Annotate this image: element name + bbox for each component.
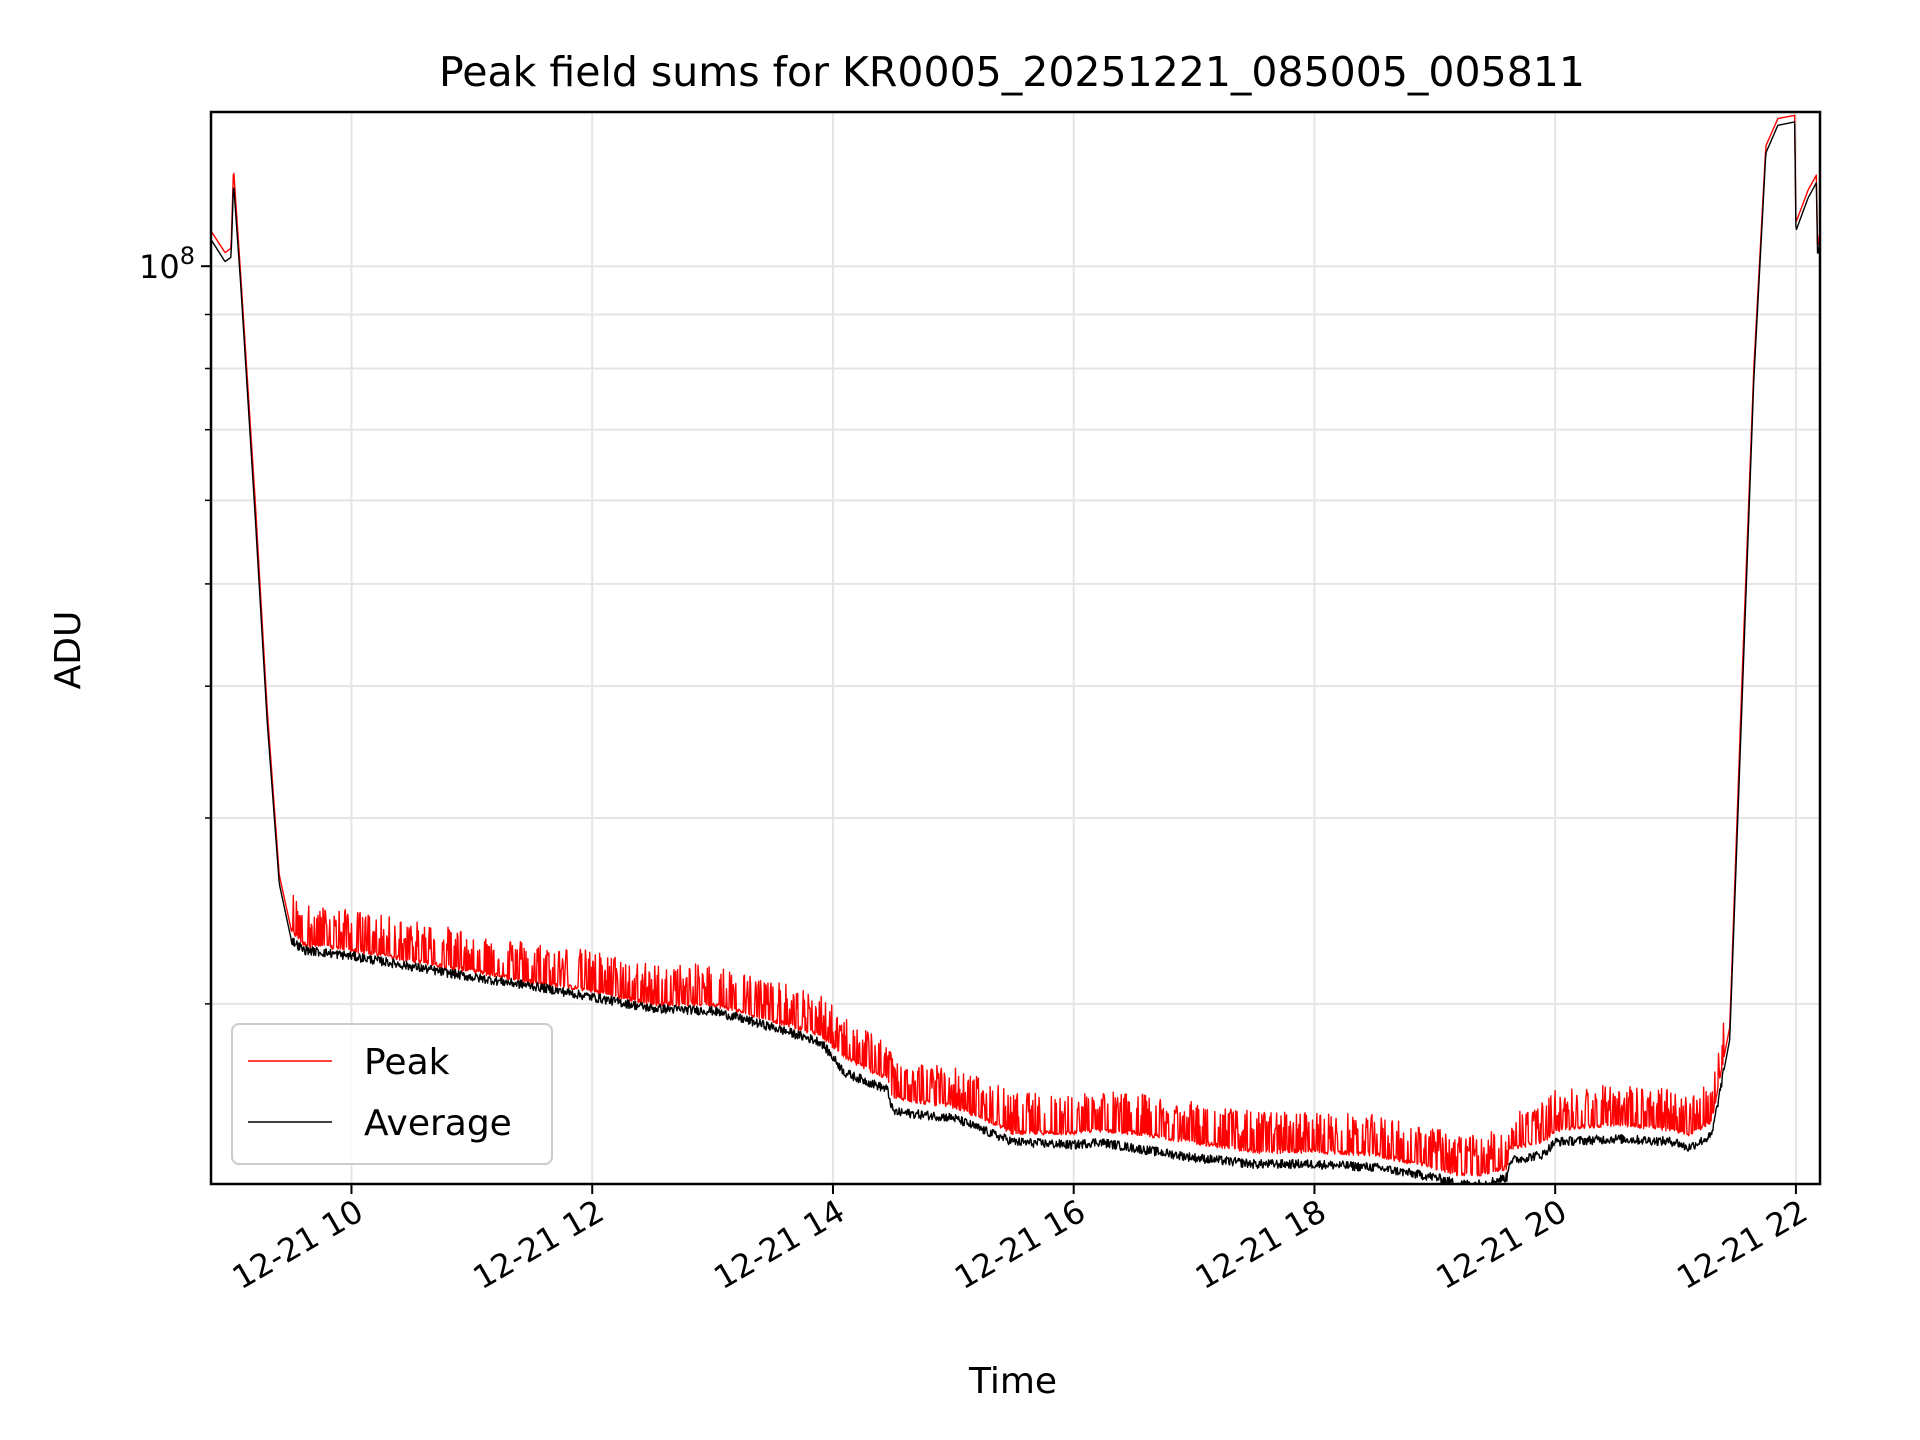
- y-tick-label-exponent: 8: [180, 242, 195, 270]
- plot-frame: [209, 110, 1822, 1186]
- y-tick-label: 108: [139, 242, 195, 286]
- y-tick-label-base: 10: [139, 248, 180, 286]
- x-axis-label: Time: [968, 1361, 1057, 1402]
- series-line-average: [210, 121, 1821, 1185]
- series-line-peak: [210, 114, 1821, 1177]
- chart-title: Peak field sums for KR0005_20251221_0850…: [439, 48, 1585, 96]
- grid-layer: [211, 112, 1820, 1184]
- series-layer: [210, 114, 1821, 1185]
- legend-box: [231, 1023, 553, 1165]
- y-axis-label: ADU: [48, 611, 89, 690]
- legend-label-average: Average: [364, 1103, 512, 1144]
- legend: Peak Average: [231, 1023, 553, 1165]
- legend-label-peak: Peak: [364, 1042, 450, 1083]
